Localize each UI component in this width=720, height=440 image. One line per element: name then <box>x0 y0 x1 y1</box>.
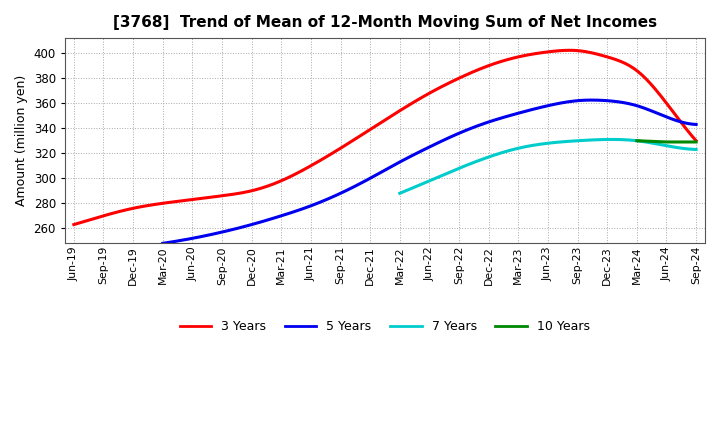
Title: [3768]  Trend of Mean of 12-Month Moving Sum of Net Incomes: [3768] Trend of Mean of 12-Month Moving … <box>113 15 657 30</box>
Legend: 3 Years, 5 Years, 7 Years, 10 Years: 3 Years, 5 Years, 7 Years, 10 Years <box>175 315 595 338</box>
Y-axis label: Amount (million yen): Amount (million yen) <box>15 75 28 206</box>
